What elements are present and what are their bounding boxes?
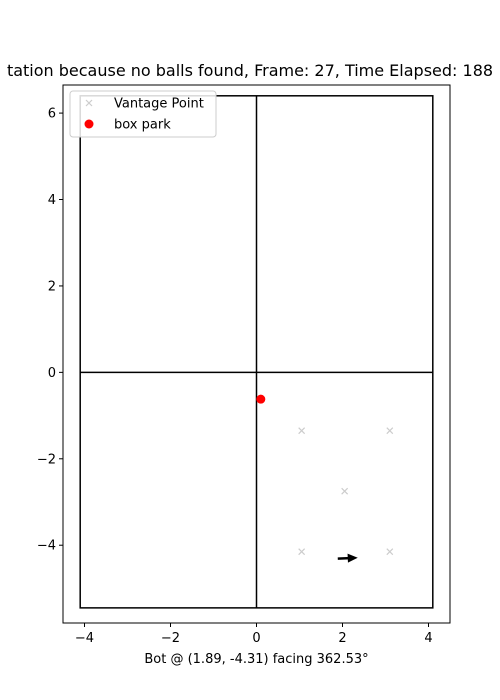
y-tick-label: −4 bbox=[37, 539, 56, 554]
y-tick-label: 4 bbox=[48, 193, 56, 208]
legend: Vantage Point box park bbox=[69, 90, 217, 138]
x-axis-label: Bot @ (1.89, -4.31) facing 362.53° bbox=[144, 652, 368, 667]
vantage-point-marker-4 bbox=[298, 548, 306, 556]
y-tick-label: −2 bbox=[37, 452, 56, 467]
chart-title: tation because no balls found, Frame: 27… bbox=[7, 61, 493, 80]
x-tick-label: 0 bbox=[252, 631, 260, 646]
x-tick-label: −2 bbox=[161, 631, 180, 646]
vantage-point-marker-1 bbox=[298, 427, 306, 435]
x-axis: −4 −2 0 2 4 bbox=[75, 623, 433, 646]
legend-label: box park bbox=[114, 118, 171, 133]
y-tick-label: 2 bbox=[48, 279, 56, 294]
x-tick-label: 2 bbox=[338, 631, 346, 646]
vantage-point-marker-3 bbox=[341, 487, 349, 495]
x-tick-label: −4 bbox=[75, 631, 94, 646]
legend-label: Vantage Point bbox=[114, 97, 204, 112]
box-park-marker-1 bbox=[256, 394, 266, 404]
y-tick-label: 6 bbox=[48, 107, 56, 122]
vantage-point-marker-5 bbox=[386, 548, 394, 556]
vantage-point-marker-2 bbox=[386, 427, 394, 435]
marks-layer bbox=[256, 394, 394, 563]
legend-box bbox=[69, 90, 217, 138]
plot-area bbox=[79, 95, 434, 609]
field-layer bbox=[79, 95, 434, 609]
x-tick-label: 4 bbox=[424, 631, 432, 646]
bot-heading-arrow bbox=[337, 553, 358, 563]
y-axis: −4 −2 0 2 4 6 bbox=[37, 107, 63, 554]
legend-marker-vantage-point bbox=[85, 99, 93, 107]
legend-marker-box-park bbox=[84, 119, 94, 129]
y-tick-label: 0 bbox=[48, 366, 56, 381]
